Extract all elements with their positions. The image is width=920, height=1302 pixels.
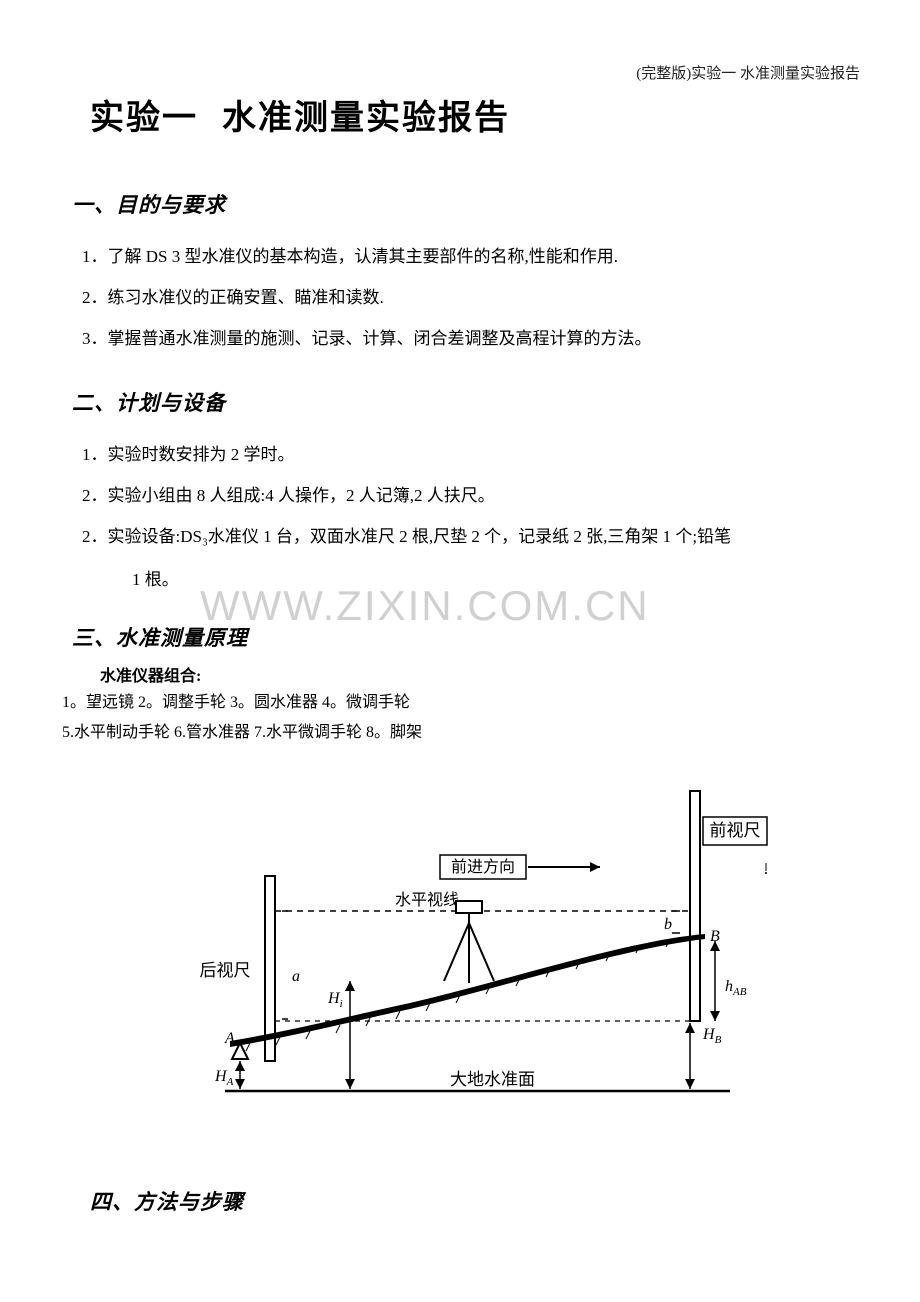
label-hAB: hAB (725, 978, 747, 998)
parts-line-1: 1。望远镜 2。调整手轮 3。圆水准器 4。微调手轮 (62, 690, 860, 716)
title-part-a: 实验一 (90, 99, 198, 137)
s1-item-2: 2．练习水准仪的正确安置、瞄准和读数. (82, 278, 856, 319)
s2-item-3a: 2．实验设备:DS₃水准仪 1 台，双面水准尺 2 根,尺垫 2 个，记录纸 2… (82, 517, 856, 558)
s2-item-1: 1．实验时数安排为 2 学时。 (82, 435, 856, 476)
section-1-heading: 一、目的与要求 (72, 189, 860, 219)
label-forward-dir: 前进方向 (451, 858, 515, 876)
label-Hi: Hi (327, 990, 343, 1010)
label-front-rod: 前视尺 (710, 821, 761, 840)
parts-line-2: 5.水平制动手轮 6.管水准器 7.水平微调手轮 8。脚架 (62, 720, 860, 746)
label-datum: 大地水准面 (450, 1070, 535, 1089)
section-4-heading: 四、方法与步骤 (90, 1186, 860, 1216)
label-A: A (224, 1030, 235, 1047)
section-2-heading: 二、计划与设备 (72, 387, 860, 417)
title-part-b: 水准测量实验报告 (222, 99, 510, 137)
s2-item-2: 2．实验小组由 8 人组成:4 人操作，2 人记簿,2 人扶尺。 (82, 476, 856, 517)
combo-label: 水准仪器组合: (100, 662, 860, 686)
label-b: b (664, 916, 672, 933)
page-title: 实验一水准测量实验报告 (90, 90, 860, 139)
section-3-heading: 三、水准测量原理 (72, 622, 860, 652)
label-horiz-line: 水平视线 (395, 891, 459, 909)
leveling-diagram: 前视尺 后视尺 前进方向 水平视线 (170, 781, 770, 1126)
label-HA: HA (214, 1068, 234, 1088)
s1-item-3: 3．掌握普通水准测量的施测、记录、计算、闭合差调整及高程计算的方法。 (82, 319, 856, 360)
label-a: a (292, 968, 300, 985)
label-HB: HB (702, 1026, 722, 1046)
s1-item-1: 1．了解 DS 3 型水准仪的基本构造，认清其主要部件的名称,性能和作用. (82, 237, 856, 278)
header-note: (完整版)实验一 水准测量实验报告 (636, 62, 860, 83)
label-back-rod: 后视尺 (200, 961, 251, 980)
